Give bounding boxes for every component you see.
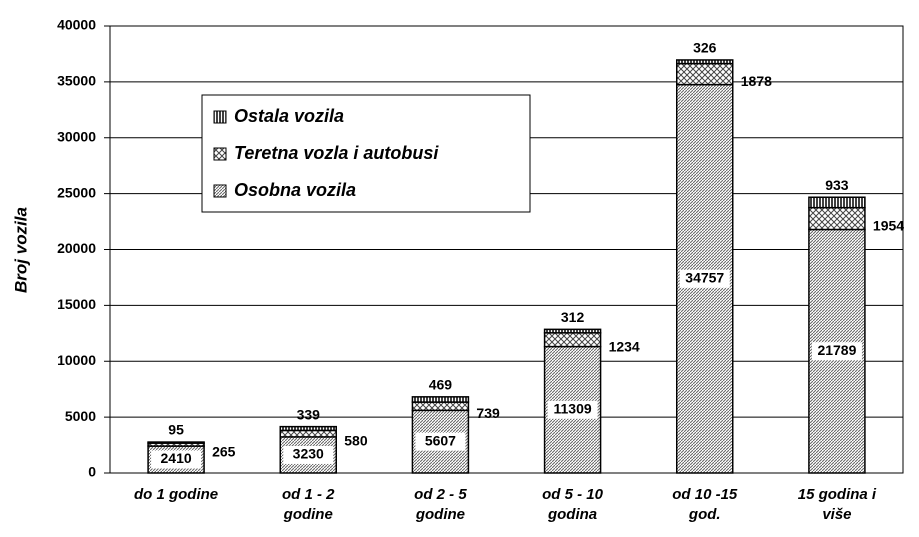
bar-segment	[808, 196, 866, 209]
value-label-bg	[811, 342, 862, 361]
y-tick-label: 40000	[57, 17, 96, 33]
x-tick-label: do 1 godine	[134, 486, 218, 503]
y-tick-label: 15000	[57, 296, 96, 312]
legend-box	[201, 94, 531, 213]
legend-label: Osobna vozila	[234, 180, 356, 200]
x-tick-label: od 10 -15 god.	[672, 486, 738, 523]
legend-swatch	[213, 147, 227, 161]
x-tick-label: 15 godina i više	[798, 486, 877, 523]
x-tick-label: od 1 - 2 godine	[282, 486, 335, 523]
value-label: 580	[344, 432, 368, 448]
value-label: 1234	[609, 338, 640, 354]
y-tick-label: 0	[88, 464, 96, 480]
value-label-bg	[415, 432, 466, 451]
value-label: 739	[476, 405, 500, 421]
value-label: 312	[561, 309, 585, 325]
bar-segment	[279, 425, 337, 432]
value-label: 2410	[161, 450, 192, 466]
bar-segment	[676, 62, 734, 86]
y-tick-label: 35000	[57, 73, 96, 89]
legend-swatch	[213, 110, 227, 124]
y-tick-label: 20000	[57, 240, 96, 256]
y-axis-label: Broj vozila	[11, 207, 30, 293]
bar-segment	[543, 328, 602, 334]
value-label: 21789	[817, 342, 856, 358]
x-tick-label: od 5 - 10 godina	[542, 486, 604, 523]
value-label: 326	[693, 40, 717, 56]
value-label-bg	[151, 450, 202, 469]
bar-segment	[147, 441, 205, 444]
value-label: 11309	[553, 401, 591, 417]
value-label-bg	[283, 445, 334, 464]
value-label: 933	[825, 177, 849, 193]
legend-swatch	[213, 184, 227, 198]
y-tick-label: 10000	[57, 352, 96, 368]
bar-segment	[676, 59, 734, 65]
value-label: 5607	[425, 432, 456, 448]
bar-segment	[543, 332, 602, 348]
value-label: 469	[429, 377, 453, 393]
value-label: 1878	[741, 73, 772, 89]
y-tick-label: 30000	[57, 128, 96, 144]
x-tick-label: od 2 - 5 godine	[414, 486, 467, 523]
value-label: 265	[212, 443, 236, 459]
plot-border	[109, 25, 904, 474]
y-tick-label: 25000	[57, 184, 96, 200]
value-label: 339	[297, 406, 321, 422]
value-label-bg	[547, 400, 598, 419]
bar-segment	[279, 429, 337, 438]
value-label: 95	[168, 422, 184, 438]
value-label: 1954	[873, 217, 904, 233]
bar-segment	[411, 401, 470, 412]
legend-label: Teretna vozla i autobusi	[234, 143, 439, 163]
value-label-bg	[679, 269, 730, 288]
bar-segment	[808, 206, 866, 231]
bar-segment	[411, 396, 470, 403]
y-tick-label: 5000	[65, 408, 96, 424]
value-label: 34757	[685, 269, 724, 285]
legend-label: Ostala vozila	[234, 106, 344, 126]
value-label: 3230	[293, 446, 324, 462]
